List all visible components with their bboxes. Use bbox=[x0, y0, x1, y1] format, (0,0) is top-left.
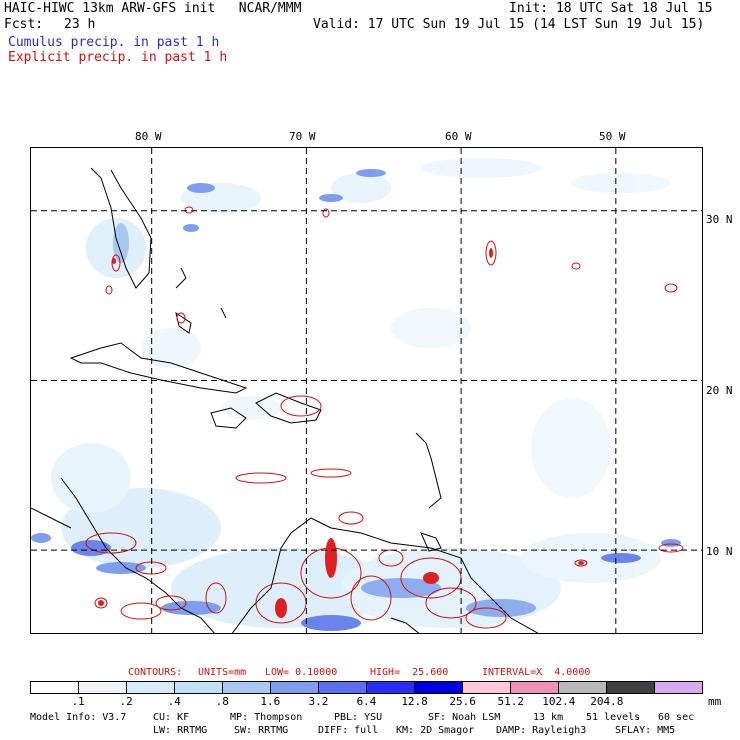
legend-swatch bbox=[463, 682, 511, 693]
map-canvas bbox=[31, 148, 702, 633]
valid-time: Valid: 17 UTC Sun 19 Jul 15 (14 LST Sun … bbox=[313, 17, 705, 32]
microphysics-scheme: MP: Thompson bbox=[230, 712, 303, 723]
explicit-precip-heavy bbox=[98, 248, 584, 618]
forecast-hour-value: 23 h bbox=[64, 17, 96, 32]
legend-tick-label: 3.2 bbox=[308, 695, 329, 708]
contours-units: UNITS=mm bbox=[198, 667, 247, 678]
cumulus-scheme: CU: KF bbox=[153, 712, 190, 723]
explicit-precip-label: Explicit precip. in past 1 h bbox=[8, 50, 228, 65]
legend-tick-label: 12.8 bbox=[401, 695, 428, 708]
coastlines bbox=[31, 167, 539, 633]
contours-label: CONTOURS: bbox=[128, 667, 183, 678]
lat-label-30n: 30 N bbox=[706, 213, 733, 226]
damping-option: DAMP: Rayleigh3 bbox=[496, 725, 587, 736]
legend-tick-label: 102.4 bbox=[542, 695, 576, 708]
surface-layer-option: SFLAY: MM5 bbox=[615, 725, 676, 736]
lat-label-20n: 20 N bbox=[706, 384, 733, 397]
run-title: HAIC-HIWC 13km ARW-GFS init NCAR/MMM bbox=[4, 1, 302, 16]
legend-tick-label: 204.8 bbox=[590, 695, 624, 708]
forecast-hour-label: Fcst: bbox=[4, 17, 44, 32]
legend-tick-label: 6.4 bbox=[356, 695, 377, 708]
legend-swatch bbox=[175, 682, 223, 693]
diffusion-option: DIFF: full bbox=[318, 725, 379, 736]
legend-tick-label: 1.6 bbox=[260, 695, 281, 708]
legend-unit: mm bbox=[708, 695, 722, 708]
contours-low: LOW= 0.10000 bbox=[265, 667, 338, 678]
legend-swatch bbox=[655, 682, 702, 693]
graticule bbox=[31, 148, 702, 633]
contours-high: HIGH= 25.600 bbox=[370, 667, 449, 678]
legend-swatch bbox=[319, 682, 367, 693]
legend-swatch bbox=[607, 682, 655, 693]
lat-label-10n: 10 N bbox=[706, 545, 733, 558]
time-step: 60 sec bbox=[658, 712, 695, 723]
contours-interval: INTERVAL=X 4.0000 bbox=[482, 667, 591, 678]
lon-label-60w: 60 W bbox=[445, 130, 472, 143]
precipitation-map[interactable] bbox=[30, 147, 703, 634]
lon-label-80w: 80 W bbox=[135, 130, 162, 143]
shortwave-scheme: SW: RRTMG bbox=[234, 725, 289, 736]
km-option: KM: 2D Smagor bbox=[396, 725, 475, 736]
legend-tick-label: .4 bbox=[167, 695, 181, 708]
legend-swatch bbox=[79, 682, 127, 693]
resolution: 13 km bbox=[533, 712, 564, 723]
legend-tick-label: .1 bbox=[71, 695, 85, 708]
legend-swatch bbox=[511, 682, 559, 693]
legend-swatch bbox=[367, 682, 415, 693]
cumulus-precip-label: Cumulus precip. in past 1 h bbox=[8, 35, 220, 50]
explicit-precip-contours bbox=[85, 206, 684, 629]
surface-scheme: SF: Noah LSM bbox=[428, 712, 501, 723]
color-legend bbox=[30, 681, 703, 694]
legend-tick-label: 51.2 bbox=[497, 695, 524, 708]
legend-swatch bbox=[271, 682, 319, 693]
lon-label-70w: 70 W bbox=[289, 130, 316, 143]
cumulus-precip-field bbox=[51, 158, 671, 628]
legend-swatch bbox=[415, 682, 463, 693]
lon-label-50w: 50 W bbox=[599, 130, 626, 143]
pbl-scheme: PBL: YSU bbox=[334, 712, 383, 723]
legend-swatch bbox=[31, 682, 79, 693]
legend-swatch bbox=[559, 682, 607, 693]
model-info: Model Info: V3.7 bbox=[30, 712, 127, 723]
vertical-levels: 51 levels bbox=[586, 712, 641, 723]
legend-tick-label: .2 bbox=[119, 695, 133, 708]
init-time: Init: 18 UTC Sat 18 Jul 15 bbox=[509, 1, 713, 16]
legend-swatch bbox=[127, 682, 175, 693]
legend-tick-label: .8 bbox=[215, 695, 229, 708]
legend-tick-label: 25.6 bbox=[449, 695, 476, 708]
legend-swatch bbox=[223, 682, 271, 693]
longwave-scheme: LW: RRTMG bbox=[153, 725, 208, 736]
